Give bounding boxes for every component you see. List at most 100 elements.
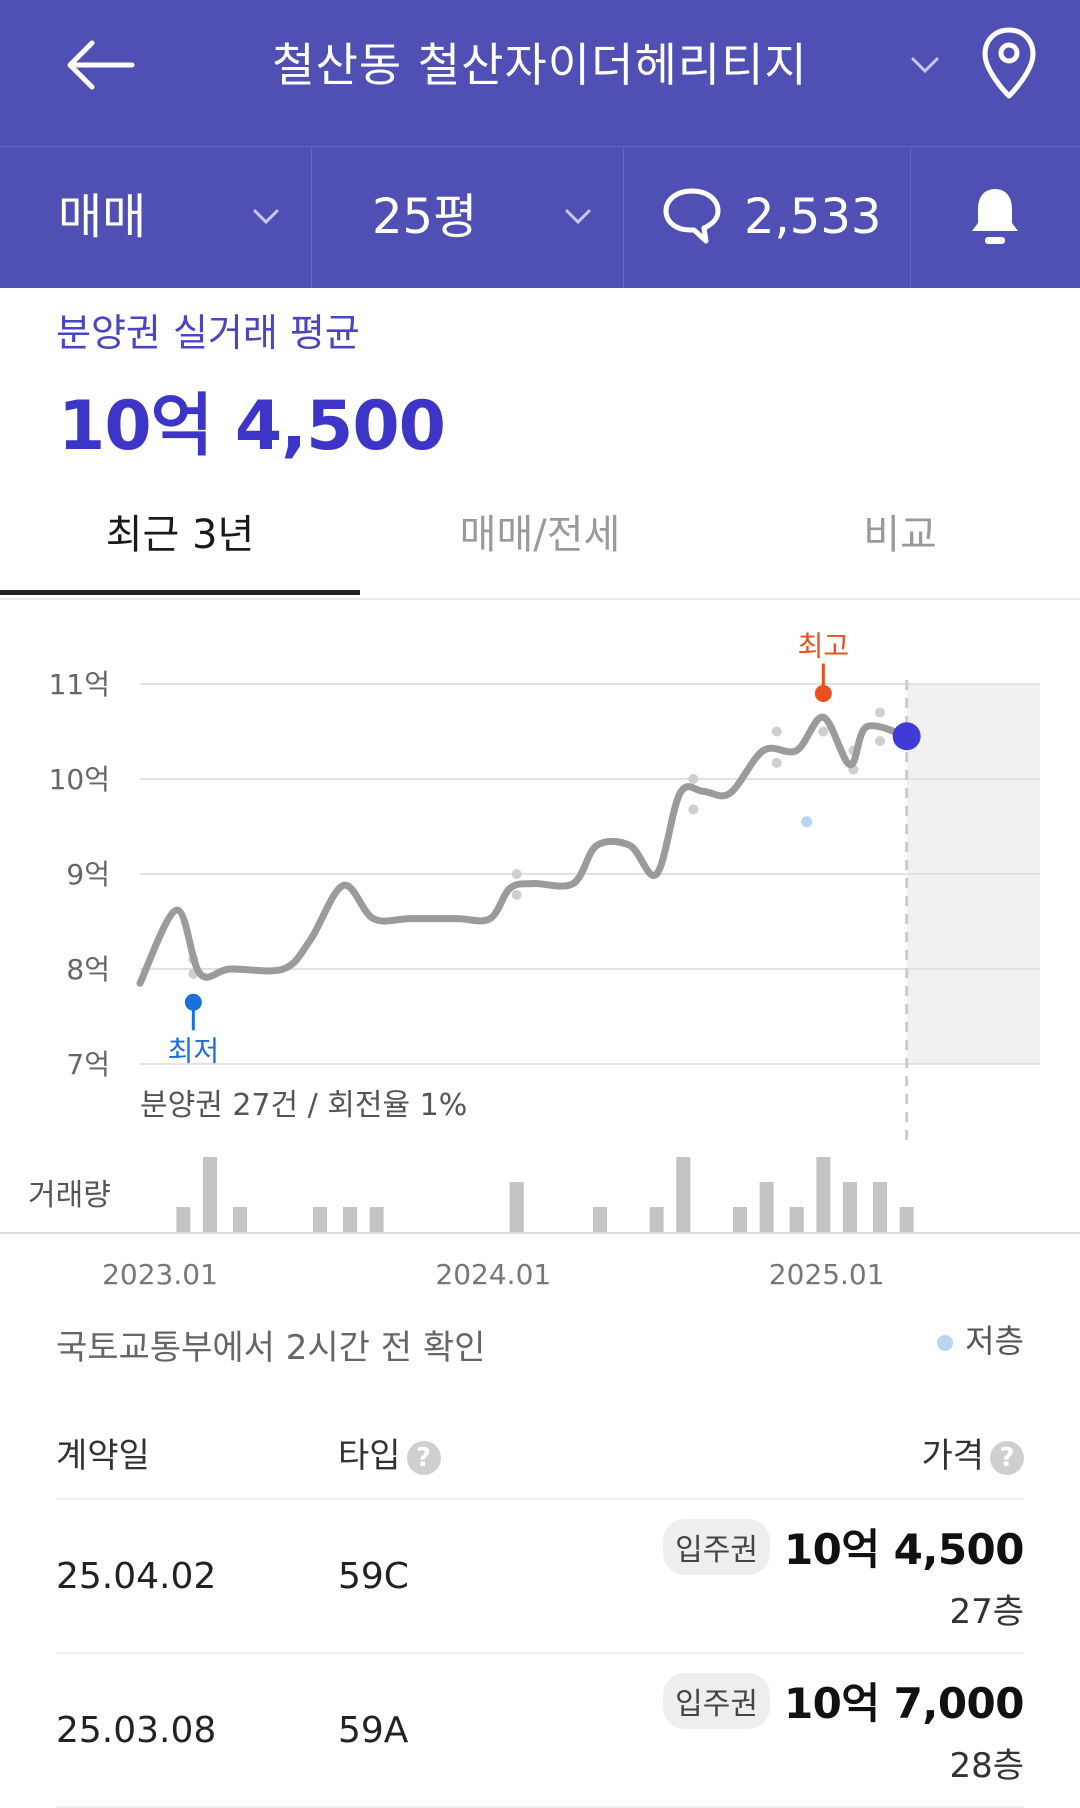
transaction-point bbox=[771, 757, 782, 768]
transactions-table-header: 계약일 타입? 가격? bbox=[56, 1418, 1024, 1500]
transaction-point bbox=[511, 869, 522, 879]
contract-date: 25.03.08 bbox=[56, 1710, 217, 1751]
transaction-point bbox=[875, 736, 885, 746]
legend-label: 저층 bbox=[965, 1322, 1024, 1360]
header-type: 타입? bbox=[338, 1428, 441, 1477]
complex-title[interactable]: 철산동 철산자이더헤리티지 bbox=[272, 38, 808, 92]
deal-price: 10억 4,500 bbox=[783, 1525, 1025, 1574]
volume-bar bbox=[843, 1182, 857, 1232]
volume-bar bbox=[509, 1182, 524, 1232]
chevron-down-icon[interactable] bbox=[905, 45, 945, 85]
chevron-down-icon bbox=[253, 209, 279, 225]
volume-label: 거래량 bbox=[28, 1178, 111, 1213]
status-badge: 입주권 bbox=[663, 1672, 770, 1729]
divider bbox=[910, 147, 911, 288]
max-marker-dot bbox=[814, 685, 832, 702]
volume-bar bbox=[789, 1207, 804, 1232]
volume-bar bbox=[759, 1182, 774, 1232]
transaction-point bbox=[771, 726, 782, 737]
price-line: 입주권 10억 4,500 bbox=[663, 1516, 1025, 1576]
min-marker-dot bbox=[184, 993, 202, 1011]
transaction-point bbox=[688, 804, 699, 815]
volume-bar bbox=[873, 1182, 887, 1232]
volume-bar bbox=[369, 1207, 384, 1232]
transaction-point bbox=[818, 726, 829, 737]
volume-bar bbox=[176, 1207, 191, 1232]
help-icon[interactable]: ? bbox=[406, 1440, 441, 1475]
table-row[interactable]: 25.03.08 59A 입주권 10억 7,000 28층 bbox=[56, 1654, 1025, 1808]
size-dropdown[interactable]: 25평 bbox=[312, 147, 623, 288]
divider bbox=[623, 147, 624, 288]
sales-stat-note: 분양권 27건 / 회전율 1% bbox=[140, 1088, 468, 1123]
size-label: 25평 bbox=[372, 189, 478, 245]
period-tabs: 최근 3년 매매/전세 비교 bbox=[0, 480, 1080, 600]
transaction-point bbox=[875, 707, 885, 718]
current-price-point bbox=[892, 722, 921, 751]
title-bar: 철산동 철산자이더헤리티지 bbox=[0, 0, 1080, 146]
min-marker-label: 최저 bbox=[168, 1034, 220, 1067]
low-floor-dot bbox=[937, 1335, 954, 1351]
volume-bar bbox=[676, 1157, 691, 1232]
y-tick-label: 7억 bbox=[66, 1048, 110, 1081]
chevron-down-icon bbox=[565, 209, 591, 225]
average-price: 10억 4,500 bbox=[58, 387, 446, 466]
header-type-label: 타입 bbox=[338, 1436, 401, 1476]
help-icon[interactable]: ? bbox=[990, 1440, 1024, 1475]
status-badge: 입주권 bbox=[663, 1518, 770, 1575]
active-tab-indicator bbox=[0, 590, 360, 595]
comments-button[interactable]: 2,533 bbox=[624, 147, 910, 288]
volume-bar bbox=[899, 1207, 914, 1232]
app-header: 철산동 철산자이더헤리티지 매매 25평 2,533 bbox=[0, 0, 1080, 288]
y-tick-label: 8억 bbox=[66, 953, 110, 986]
price-trend-line bbox=[136, 713, 911, 987]
x-tick-label: 2024.01 bbox=[435, 1258, 551, 1291]
header-price-label: 가격 bbox=[921, 1436, 984, 1476]
header-price: 가격? bbox=[921, 1428, 1024, 1477]
speech-bubble-icon bbox=[663, 188, 721, 244]
floor: 28층 bbox=[949, 1746, 1024, 1786]
transaction-point bbox=[511, 889, 522, 900]
x-tick-label: 2025.01 bbox=[769, 1258, 885, 1291]
volume-bar bbox=[203, 1157, 217, 1232]
volume-bar bbox=[649, 1207, 664, 1232]
transaction-point bbox=[688, 774, 699, 784]
header-divider bbox=[0, 146, 1080, 147]
x-tick-label: 2023.01 bbox=[102, 1258, 218, 1291]
location-pin-icon[interactable] bbox=[978, 24, 1040, 104]
max-marker-label: 최고 bbox=[798, 630, 850, 663]
price-line: 입주권 10억 7,000 bbox=[663, 1670, 1025, 1730]
notification-button[interactable] bbox=[911, 147, 1080, 288]
tab-recent-3-years[interactable]: 최근 3년 bbox=[105, 512, 255, 558]
back-arrow-icon[interactable] bbox=[62, 30, 142, 100]
y-tick-label: 10억 bbox=[49, 763, 110, 796]
tab-sale-jeonse[interactable]: 매매/전세 bbox=[459, 512, 621, 558]
volume-bar bbox=[233, 1207, 247, 1232]
volume-bar bbox=[343, 1207, 357, 1232]
y-tick-label: 11억 bbox=[49, 668, 110, 701]
y-tick-label: 9억 bbox=[66, 858, 110, 891]
deal-price: 10억 7,000 bbox=[783, 1679, 1025, 1728]
table-row[interactable]: 25.04.02 59C 입주권 10억 4,500 27층 bbox=[56, 1500, 1025, 1654]
unit-type: 59C bbox=[338, 1556, 409, 1597]
header-contract-date: 계약일 bbox=[56, 1436, 150, 1476]
low-floor-point bbox=[801, 816, 813, 828]
volume-bar bbox=[593, 1207, 607, 1232]
trade-type-label: 매매 bbox=[58, 189, 147, 245]
bell-icon bbox=[972, 189, 1018, 244]
low-floor-legend: 저층 bbox=[937, 1316, 1024, 1362]
data-source-note: 국토교통부에서 2시간 전 확인 bbox=[56, 1328, 486, 1368]
average-label: 분양권 실거래 평균 bbox=[56, 311, 360, 355]
comment-count: 2,533 bbox=[744, 189, 882, 245]
filter-bar: 매매 25평 2,533 bbox=[0, 147, 1080, 288]
tab-compare[interactable]: 비교 bbox=[863, 512, 937, 558]
trade-type-dropdown[interactable]: 매매 bbox=[0, 147, 311, 288]
unit-type: 59A bbox=[338, 1710, 409, 1751]
volume-bar bbox=[733, 1207, 747, 1232]
contract-date: 25.04.02 bbox=[56, 1556, 217, 1597]
divider bbox=[311, 147, 312, 288]
floor: 27층 bbox=[949, 1592, 1024, 1632]
volume-bar bbox=[816, 1157, 831, 1232]
volume-bar bbox=[313, 1207, 327, 1232]
